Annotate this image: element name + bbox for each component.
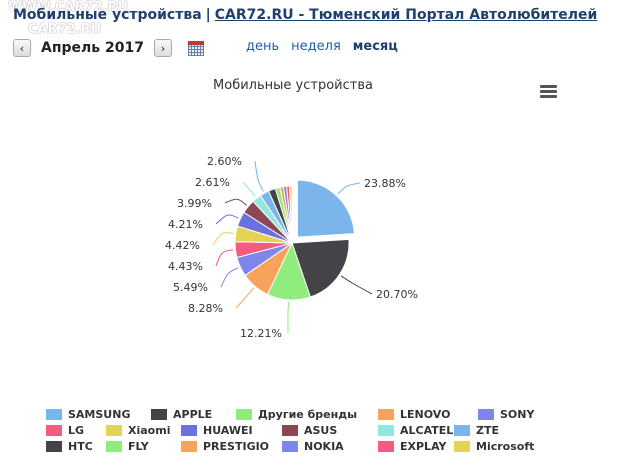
connector-line xyxy=(235,287,255,309)
legend-swatch xyxy=(106,425,122,436)
legend-label: HUAWEI xyxy=(203,424,253,437)
legend-swatch xyxy=(106,441,122,452)
connector-line xyxy=(287,301,290,334)
legend-label: ASUS xyxy=(304,424,338,437)
page-title: Мобильные устройства xyxy=(13,7,202,23)
connector-line xyxy=(224,198,247,206)
period-tabs: день неделя месяц xyxy=(246,39,398,54)
connector-line xyxy=(340,275,373,295)
legend-swatch xyxy=(181,441,197,452)
legend-swatch xyxy=(378,441,394,452)
legend-item-fly[interactable]: FLY xyxy=(106,440,149,453)
legend-label: ALCATEL xyxy=(400,424,454,437)
legend-swatch xyxy=(151,409,167,420)
connector-line xyxy=(215,249,234,267)
tab-day[interactable]: день xyxy=(246,39,280,54)
legend-swatch xyxy=(46,425,62,436)
data-label: 2.60% xyxy=(207,155,242,168)
legend-label: LENOVO xyxy=(400,408,451,421)
pie-slice-samsung[interactable] xyxy=(296,179,355,238)
legend-item-lg[interactable]: LG xyxy=(46,424,84,437)
legend-label: EXPLAY xyxy=(400,440,447,453)
page-header: Мобильные устройства | CAR72.RU - Тюменски… xyxy=(13,7,597,23)
legend-swatch xyxy=(378,409,394,420)
legend-label: APPLE xyxy=(173,408,213,421)
legend-swatch xyxy=(46,441,62,452)
legend-label: LG xyxy=(68,424,85,437)
legend-item-lenovo[interactable]: LENOVO xyxy=(378,408,450,421)
connector-line xyxy=(215,214,239,225)
title-separator: | xyxy=(205,7,211,23)
connector-line xyxy=(254,160,264,192)
legend-swatch xyxy=(181,425,197,436)
legend-label: SAMSUNG xyxy=(68,408,131,421)
tab-week[interactable]: неделя xyxy=(291,39,341,54)
connector-line xyxy=(212,232,234,246)
legend-swatch xyxy=(46,409,62,420)
connector-line xyxy=(337,182,361,195)
legend-swatch xyxy=(378,425,394,436)
legend-item-asus[interactable]: ASUS xyxy=(282,424,337,437)
next-period-button[interactable]: › xyxy=(153,39,172,57)
legend-label: PRESTIGIO xyxy=(203,440,270,453)
legend-swatch xyxy=(282,425,298,436)
legend-item-prestigio[interactable]: PRESTIGIO xyxy=(181,440,269,453)
pie-slice-microsoft[interactable] xyxy=(288,185,293,244)
legend-label: FLY xyxy=(128,440,149,453)
data-label: 4.42% xyxy=(165,239,200,252)
legend-item-xiaomi[interactable]: Xiaomi xyxy=(106,424,170,437)
legend-item-nokia[interactable]: NOKIA xyxy=(282,440,344,453)
tab-month[interactable]: месяц xyxy=(352,39,398,54)
legend-item-samsung[interactable]: SAMSUNG xyxy=(46,408,130,421)
legend-swatch xyxy=(282,441,298,452)
data-label: 8.28% xyxy=(188,302,223,315)
legend-label: SONY xyxy=(500,408,535,421)
legend-label: ZTE xyxy=(476,424,499,437)
legend-swatch xyxy=(236,409,252,420)
legend-item-другие-бренды[interactable]: Другие бренды xyxy=(236,408,357,421)
connector-line xyxy=(242,181,256,198)
calendar-icon[interactable] xyxy=(187,40,204,56)
data-label: 20.70% xyxy=(376,288,418,301)
data-label: 4.43% xyxy=(168,260,203,273)
legend-item-explay[interactable]: EXPLAY xyxy=(378,440,447,453)
legend-item-apple[interactable]: APPLE xyxy=(151,408,212,421)
legend-label: HTC xyxy=(68,440,93,453)
legend-item-zte[interactable]: ZTE xyxy=(454,424,499,437)
legend-item-sony[interactable]: SONY xyxy=(478,408,534,421)
pie-slice-apple[interactable] xyxy=(291,238,350,298)
legend-swatch xyxy=(454,425,470,436)
legend-swatch xyxy=(454,441,470,452)
legend-label: Xiaomi xyxy=(128,424,171,437)
legend-item-huawei[interactable]: HUAWEI xyxy=(181,424,253,437)
data-label: 2.61% xyxy=(195,176,230,189)
current-period: Апрель 2017 xyxy=(41,40,144,56)
data-label: 3.99% xyxy=(177,197,212,210)
legend-swatch xyxy=(478,409,494,420)
connector-line xyxy=(220,267,239,288)
site-link[interactable]: CAR72.RU - Тюменский Портал Автолюбителе… xyxy=(214,7,598,23)
period-navigation: ‹ Апрель 2017 › xyxy=(13,38,204,58)
legend-label: NOKIA xyxy=(304,440,344,453)
chart-title: Мобильные устройства xyxy=(213,78,373,93)
legend-label: Другие бренды xyxy=(258,408,358,421)
data-label: 12.21% xyxy=(240,327,282,340)
legend-item-htc[interactable]: HTC xyxy=(46,440,93,453)
legend-label: Microsoft xyxy=(476,440,535,453)
data-label: 23.88% xyxy=(364,177,406,190)
prev-period-button[interactable]: ‹ xyxy=(13,39,31,57)
data-label: 5.49% xyxy=(173,281,208,294)
legend-item-alcatel[interactable]: ALCATEL xyxy=(378,424,453,437)
data-label: 4.21% xyxy=(168,218,203,231)
legend-item-microsoft[interactable]: Microsoft xyxy=(454,440,534,453)
hamburger-menu-icon[interactable] xyxy=(540,85,557,98)
